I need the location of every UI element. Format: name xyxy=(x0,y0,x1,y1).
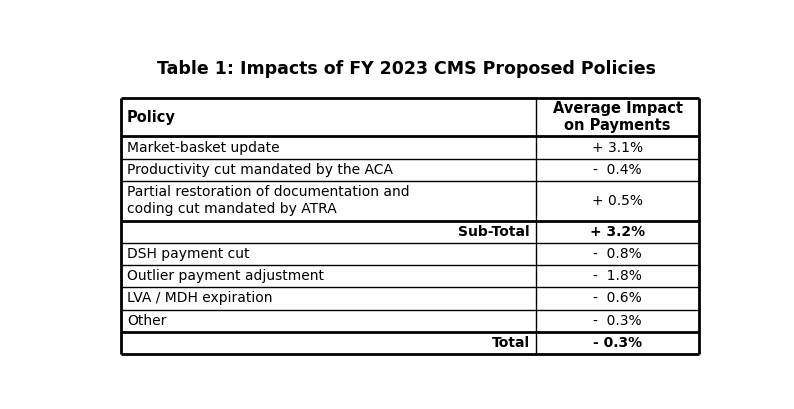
Text: Policy: Policy xyxy=(127,110,175,125)
Text: Table 1: Impacts of FY 2023 CMS Proposed Policies: Table 1: Impacts of FY 2023 CMS Proposed… xyxy=(157,60,657,78)
Text: - 0.3%: - 0.3% xyxy=(593,336,642,350)
Text: Sub-Total: Sub-Total xyxy=(458,225,530,239)
Text: Total: Total xyxy=(491,336,530,350)
Text: + 0.5%: + 0.5% xyxy=(592,194,643,208)
Text: Market-basket update: Market-basket update xyxy=(127,141,279,155)
Text: -  1.8%: - 1.8% xyxy=(593,269,642,283)
Text: LVA / MDH expiration: LVA / MDH expiration xyxy=(127,291,272,306)
Text: + 3.2%: + 3.2% xyxy=(590,225,646,239)
Text: -  0.8%: - 0.8% xyxy=(593,247,642,261)
Text: -  0.4%: - 0.4% xyxy=(593,163,642,177)
Text: Average Impact
on Payments: Average Impact on Payments xyxy=(553,101,683,133)
Text: Other: Other xyxy=(127,314,166,328)
Text: Outlier payment adjustment: Outlier payment adjustment xyxy=(127,269,324,283)
Text: DSH payment cut: DSH payment cut xyxy=(127,247,249,261)
Text: Productivity cut mandated by the ACA: Productivity cut mandated by the ACA xyxy=(127,163,393,177)
Text: + 3.1%: + 3.1% xyxy=(592,141,643,155)
Text: -  0.3%: - 0.3% xyxy=(593,314,642,328)
Text: -  0.6%: - 0.6% xyxy=(593,291,642,306)
Text: Partial restoration of documentation and
coding cut mandated by ATRA: Partial restoration of documentation and… xyxy=(127,185,410,216)
